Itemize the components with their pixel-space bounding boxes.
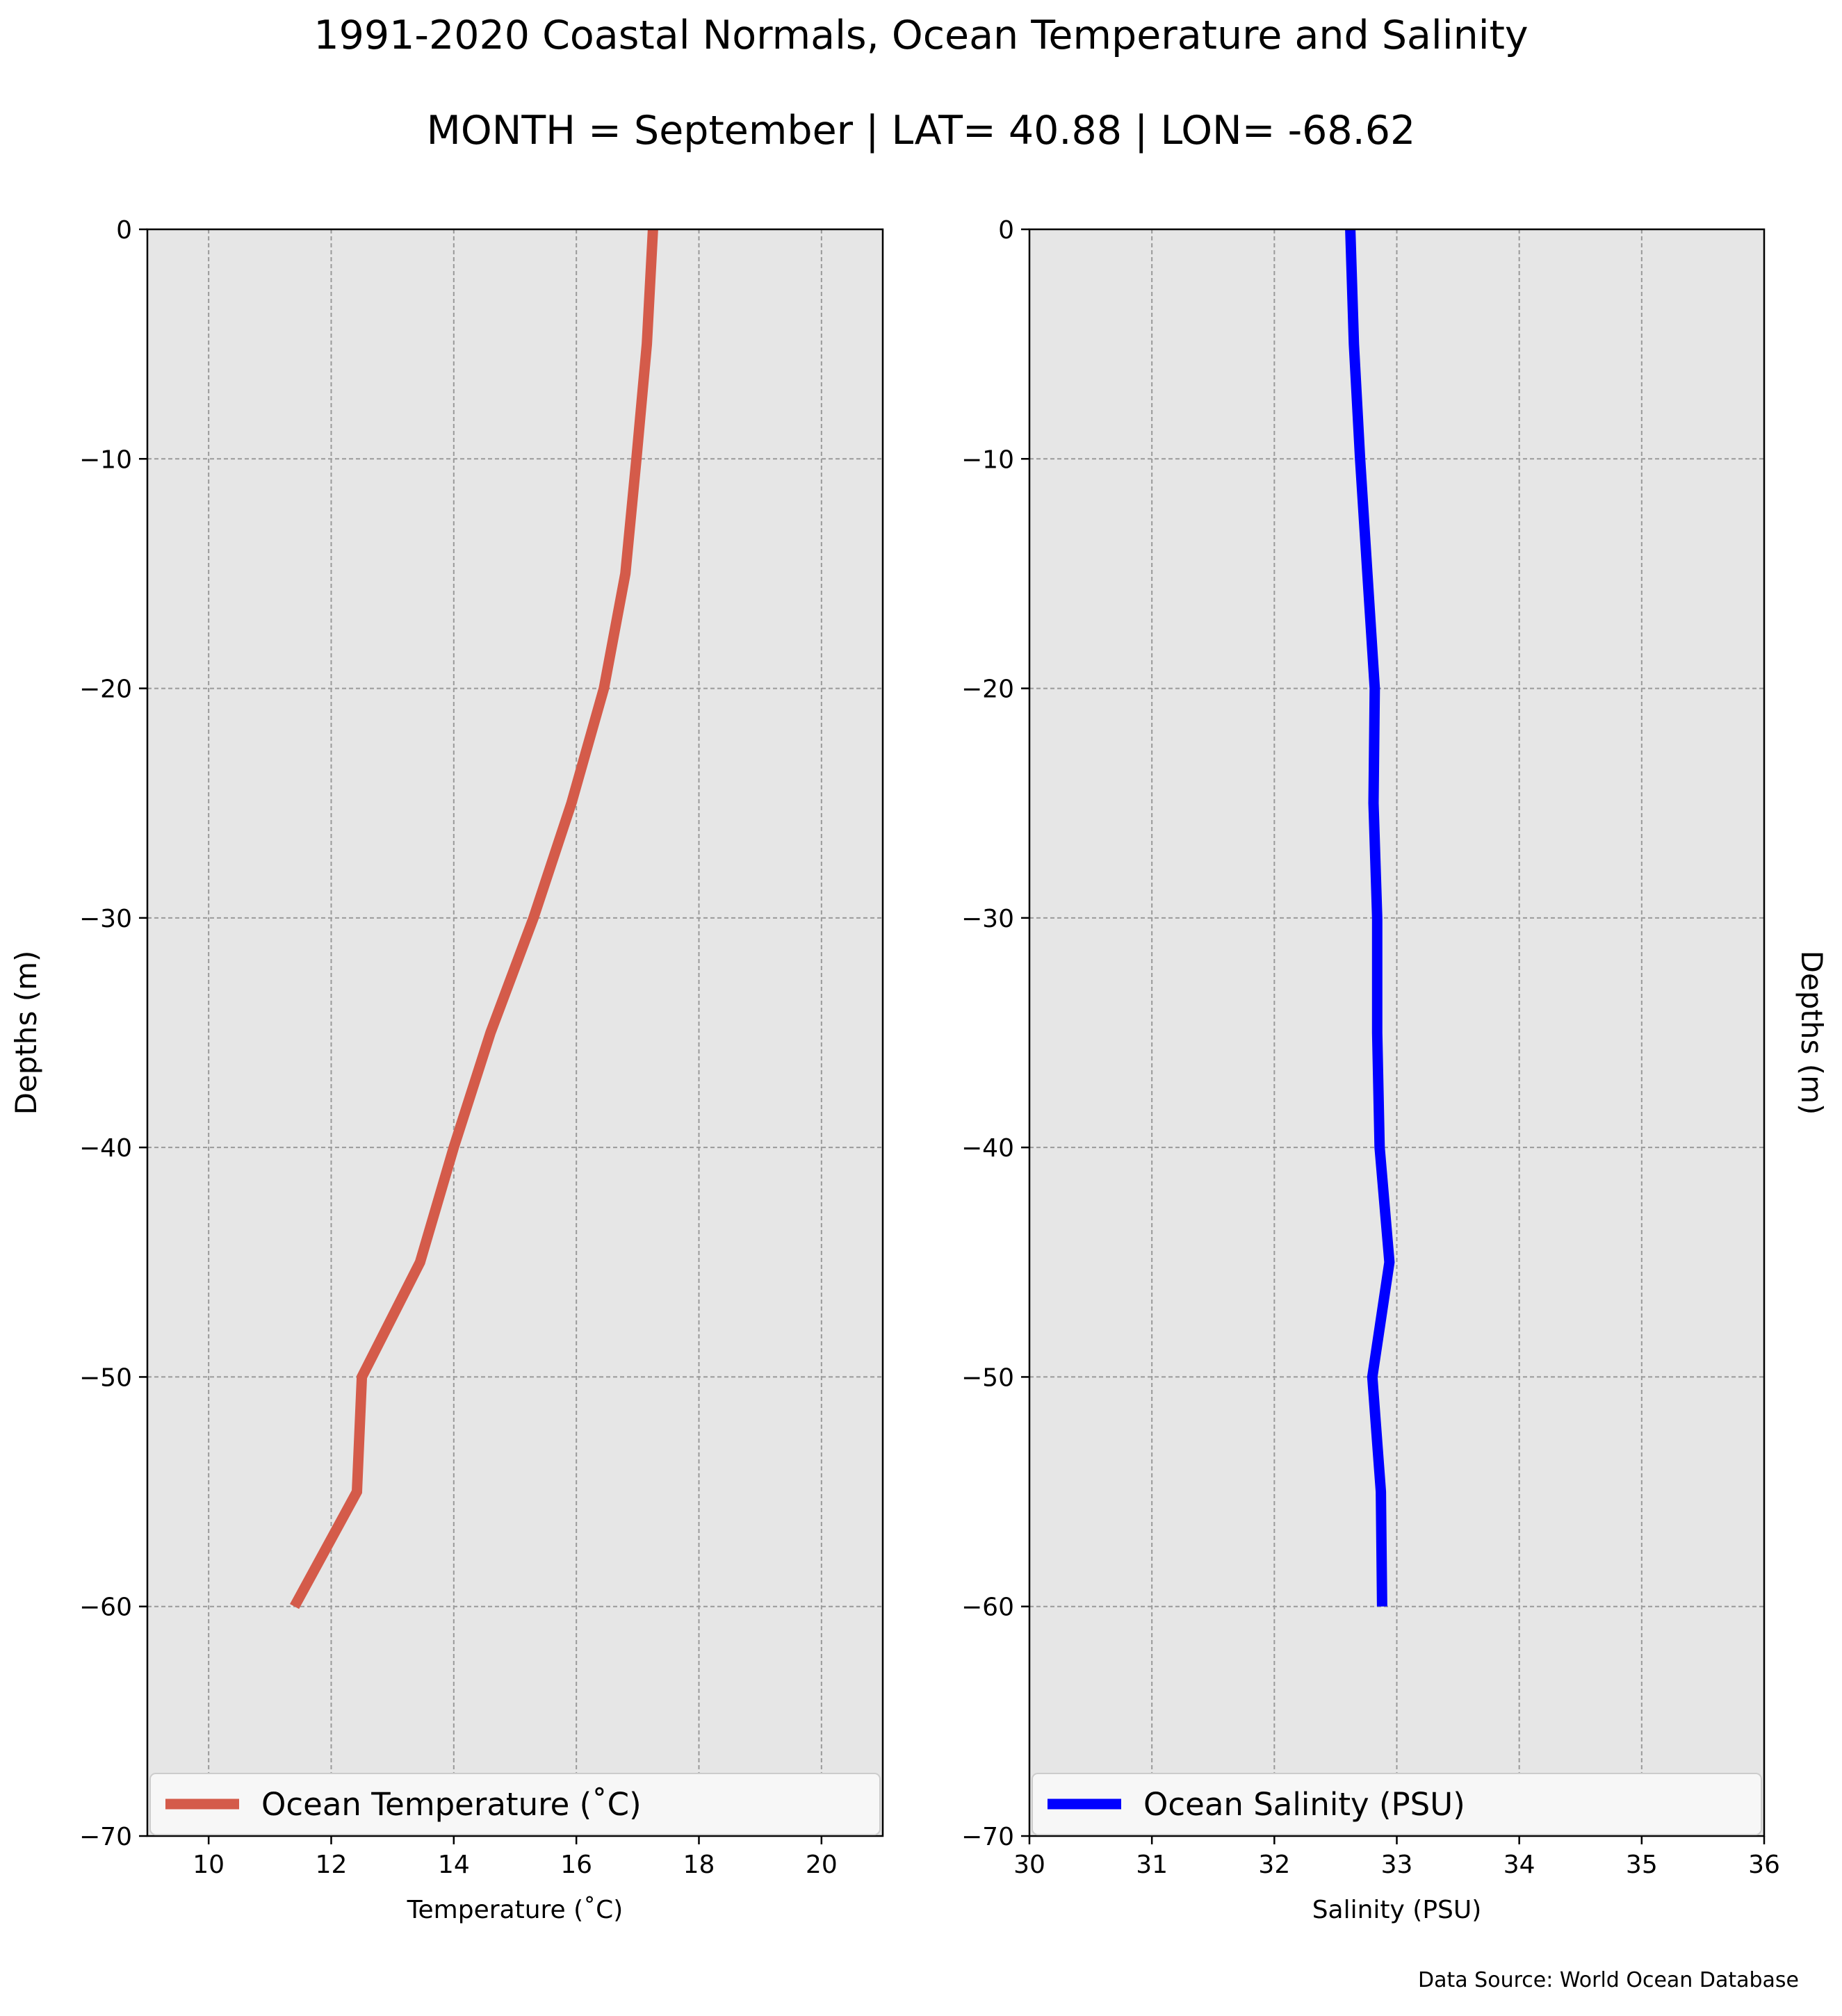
chart-panel-1: 10 12 14 16 18 20 0 −10 −20 −30 −40 −50 −60 −70 Temper… xyxy=(9,216,884,1924)
chart-panel-2: 30 31 32 33 34 35 36 0 −10 −20 −30 −40 −50 −60 −70 Sali… xyxy=(961,216,1829,1924)
legend-label: Ocean Salinity (PSU) xyxy=(1143,1786,1465,1823)
y-tick-label: −10 xyxy=(79,445,132,474)
y-axis-label: Depths (m) xyxy=(9,951,43,1115)
y-tick-label: 0 xyxy=(116,216,132,245)
y-tick-label: −10 xyxy=(961,445,1014,474)
y-tick-label: −30 xyxy=(79,905,132,933)
y-tick-label: −50 xyxy=(79,1363,132,1392)
y-tick-label: 0 xyxy=(998,216,1014,245)
x-axis-label: Salinity (PSU) xyxy=(1312,1896,1482,1924)
legend-label: Ocean Temperature (˚C) xyxy=(261,1786,642,1823)
chart-subtitle: MONTH = September | LAT= 40.88 | LON= -6… xyxy=(426,108,1416,154)
y-tick-label: −20 xyxy=(79,675,132,704)
y-tick-label: −70 xyxy=(79,1823,132,1851)
x-tick-label: 20 xyxy=(806,1851,838,1879)
x-tick-label: 10 xyxy=(193,1851,225,1879)
plot-area xyxy=(147,229,883,1836)
series-line-1 xyxy=(290,229,658,1609)
chart-title: 1991-2020 Coastal Normals, Ocean Tempera… xyxy=(313,13,1529,58)
x-tick-label: 32 xyxy=(1258,1851,1290,1879)
legend-box xyxy=(1032,1773,1762,1835)
x-tick-label: 33 xyxy=(1381,1851,1413,1879)
x-tick-label: 18 xyxy=(683,1851,715,1879)
y-tick-label: −50 xyxy=(961,1363,1014,1392)
x-tick-label: 14 xyxy=(438,1851,470,1879)
x-tick-label: 30 xyxy=(1013,1851,1045,1879)
y-tick-label: −40 xyxy=(79,1134,132,1163)
series-line-1 xyxy=(1345,229,1395,1607)
data-source-note: Data Source: World Ocean Database xyxy=(1418,1968,1799,1992)
y-tick-label: −60 xyxy=(79,1593,132,1622)
x-axis-label: Temperature (˚C) xyxy=(407,1896,623,1924)
legend-box xyxy=(149,1773,881,1835)
x-tick-label: 16 xyxy=(560,1851,592,1879)
axes-frame xyxy=(146,228,884,1837)
y-tick-label: −20 xyxy=(961,675,1014,704)
y-axis-label: Depths (m) xyxy=(1795,951,1829,1115)
y-tick-label: −40 xyxy=(961,1134,1014,1163)
x-tick-label: 36 xyxy=(1748,1851,1780,1879)
x-tick-label: 34 xyxy=(1503,1851,1535,1879)
x-tick-label: 12 xyxy=(316,1851,348,1879)
y-tick-label: −60 xyxy=(961,1593,1014,1622)
x-tick-label: 35 xyxy=(1626,1851,1658,1879)
y-tick-label: −70 xyxy=(961,1823,1014,1851)
x-tick-label: 31 xyxy=(1136,1851,1168,1879)
y-tick-label: −30 xyxy=(961,905,1014,933)
